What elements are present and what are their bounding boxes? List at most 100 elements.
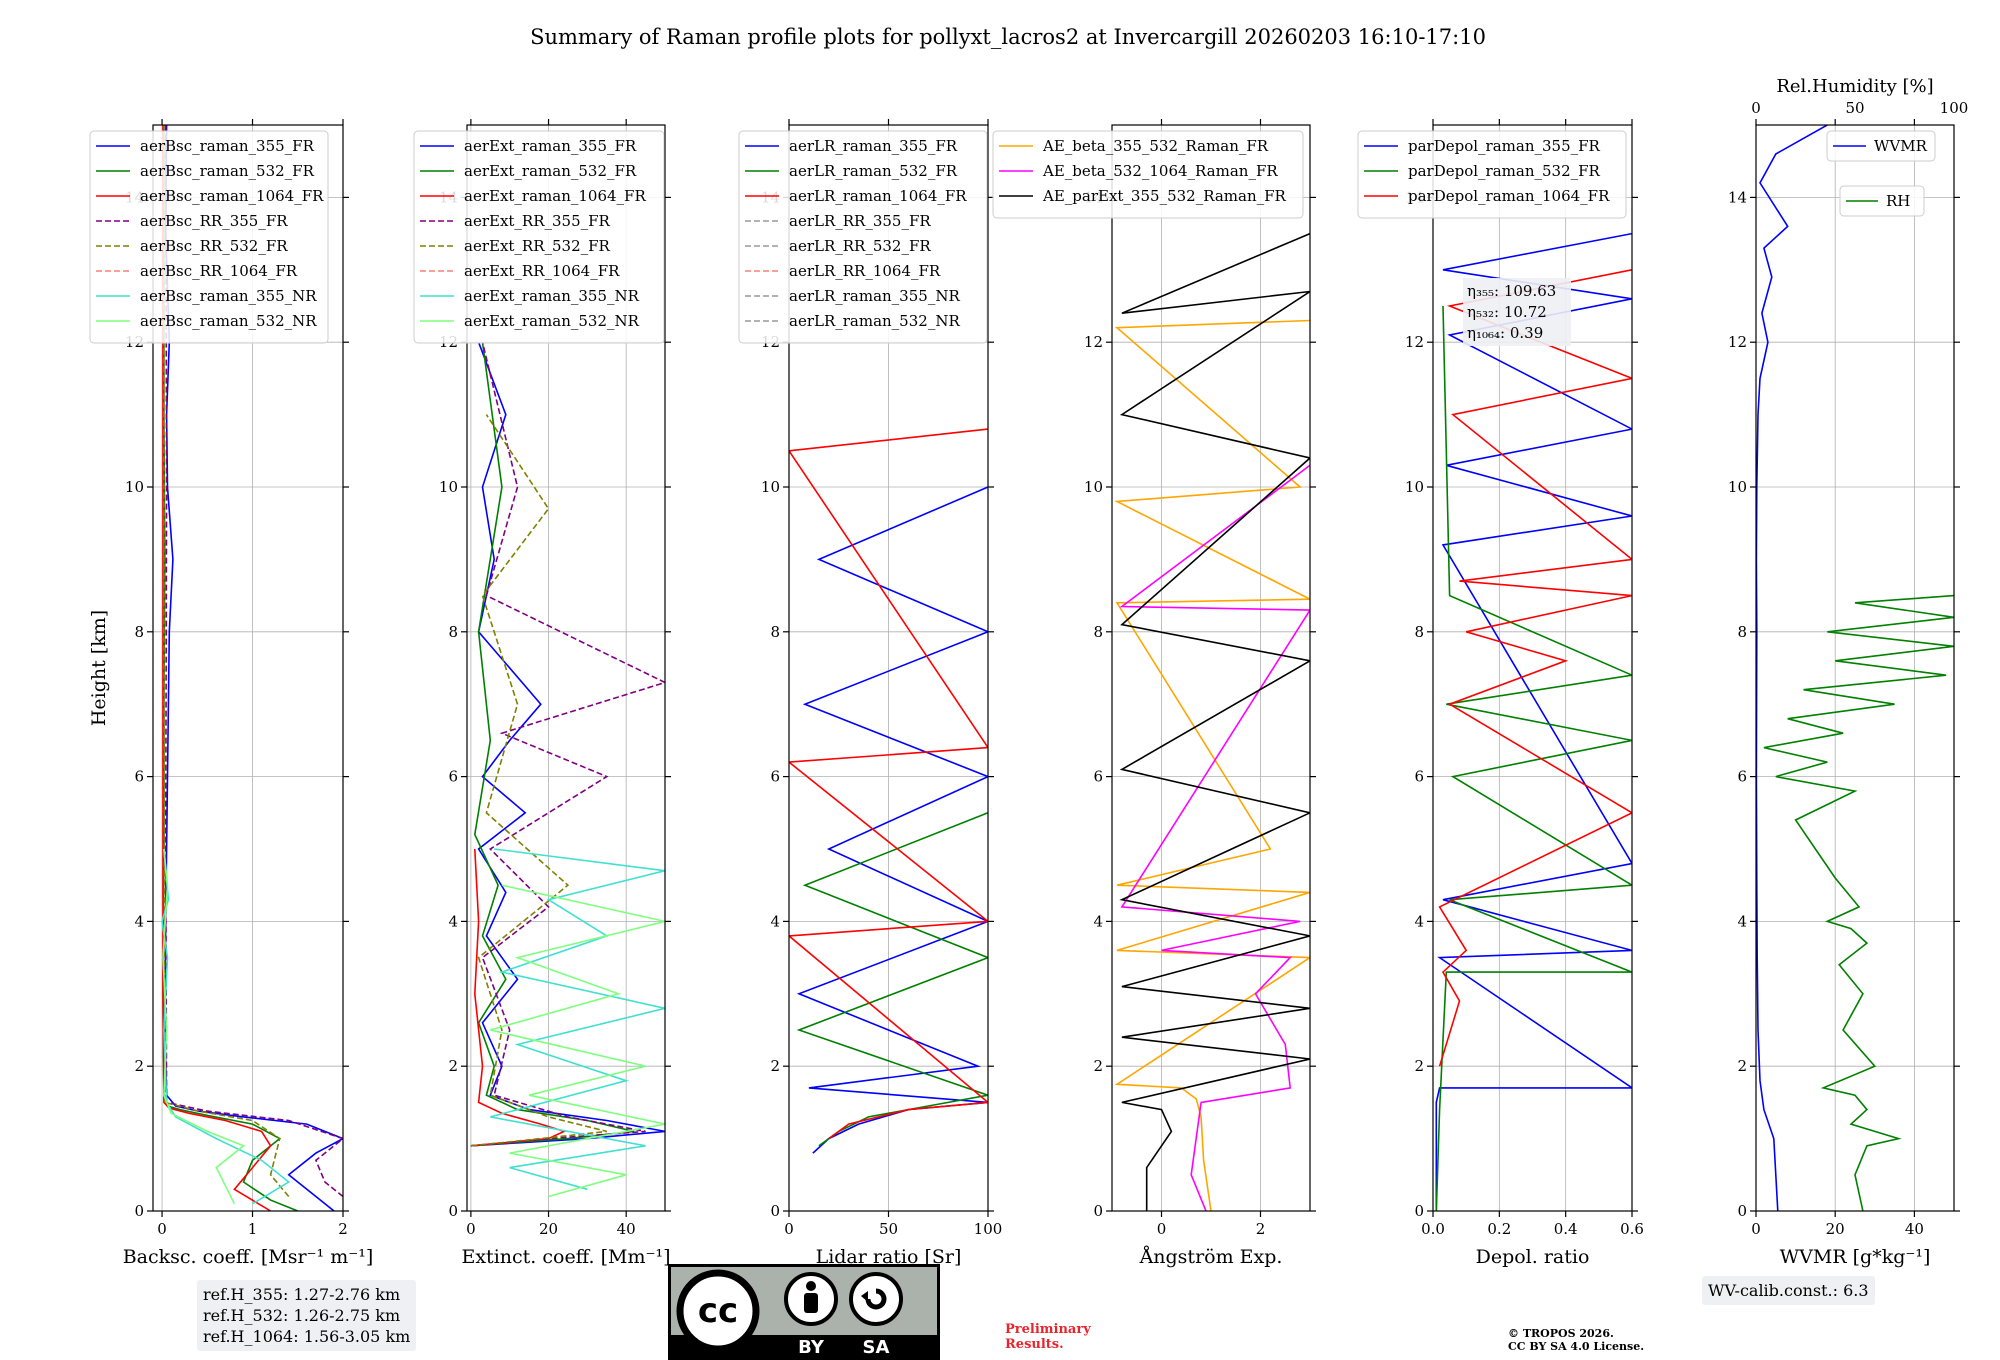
legend: aerBsc_raman_355_FR aerBsc_raman_532_FRae… [89, 130, 329, 344]
series-aerExt_RR_532_FR [470, 414, 607, 1147]
x-axis-label: Ångström Exp. [1139, 1246, 1283, 1268]
eta-annotations: η₃₅₅: 109.63 η₅₃₂: 10.72 η₁₀₆₄: 0.39 [1463, 278, 1571, 346]
legend-label: aerExt_raman_355_NR [464, 287, 640, 305]
annotation-text: η₁₀₆₄: 0.39 [1467, 324, 1543, 342]
legend-label: aerBsc_raman_532_NR [140, 312, 317, 330]
y-tick-label: 10 [439, 478, 458, 496]
y-tick-label: 6 [134, 768, 144, 786]
legend-label: aerExt_raman_532_FR [464, 162, 637, 180]
y-tick-label: 10 [1084, 478, 1103, 496]
x-tick-label: 40 [617, 1220, 636, 1238]
legend-label: aerExt_raman_532_NR [464, 312, 640, 330]
series-aerExt_raman_532_NR [490, 884, 665, 1198]
x-tick-label: 0 [157, 1220, 167, 1238]
panel-extinction: 0246810121402040Extinct. coeff. [Mm⁻¹]ae… [413, 119, 671, 1268]
y-tick-label: 8 [770, 623, 780, 641]
legend-label: aerLR_raman_532_FR [789, 162, 958, 180]
legend-box [413, 130, 665, 344]
by-label: BY [798, 1337, 825, 1358]
legend-label: aerBsc_raman_1064_FR [140, 187, 324, 205]
axes-frame [1755, 124, 1955, 1212]
y-tick-label: 14 [1728, 188, 1747, 206]
series-aerExt_raman_355_FR [470, 341, 665, 1147]
x-axis-label: Depol. ratio [1476, 1246, 1590, 1268]
legend-label: aerExt_raman_355_FR [464, 137, 637, 155]
annotation-text: η₃₅₅: 109.63 [1467, 282, 1556, 300]
series-parDepol_raman_355_FR [1435, 232, 1632, 1211]
legend-label: aerBsc_raman_355_FR [140, 137, 315, 155]
legend-label: aerExt_RR_1064_FR [464, 262, 620, 280]
series-group [1114, 232, 1310, 1211]
series-aerExt_raman_355_NR [490, 848, 665, 1191]
x-tick-label: 0 [784, 1220, 794, 1238]
copyright-line-2: CC BY SA 4.0 License. [1508, 1340, 1645, 1353]
y-tick-label: 6 [1093, 768, 1103, 786]
y-tick-label: 10 [761, 478, 780, 496]
y-tick-label: 2 [448, 1057, 458, 1075]
y-tick-label: 12 [1084, 333, 1103, 351]
legend: parDepol_raman_355_FR parDepol_raman_532_… [1357, 130, 1627, 219]
panel-water_vapor: 0 2 4 6 8 10 12 14 0 20 40 0 50 100 Rel.Humidity [%] WV… [1728, 76, 1968, 1268]
legend-label: aerBsc_RR_1064_FR [140, 262, 298, 280]
series-aerLR_raman_355_FR [796, 486, 988, 1154]
series-group [161, 125, 343, 1211]
y-tick-label: 4 [1414, 912, 1424, 930]
legend-label: parDepol_raman_355_FR [1408, 137, 1601, 155]
top-tick-label: 100 [1940, 99, 1969, 117]
axes-frame [1432, 124, 1633, 1212]
legend-label: WVMR [1874, 137, 1928, 155]
cc-license-badge: cc BY SA [668, 1264, 940, 1360]
x-axis-label: Backsc. coeff. [Msr⁻¹ m⁻¹] [123, 1246, 374, 1268]
figure-title: Summary of Raman profile plots for polly… [530, 25, 1486, 49]
y-tick-label: 0 [134, 1202, 144, 1220]
y-tick-label: 6 [448, 768, 458, 786]
series-RH [1763, 594, 1954, 1211]
y-tick-label: 2 [1093, 1057, 1103, 1075]
x-tick-label: 100 [974, 1220, 1003, 1238]
legend-box-wvmr [1826, 130, 1936, 162]
copyright-line-1: © TROPOS 2026. [1508, 1327, 1614, 1340]
panel-lidar_ratio: 02468101214050100Lidar ratio [Sr]aerLR_r… [738, 119, 1003, 1268]
y-tick-label: 0 [1414, 1202, 1424, 1220]
y-tick-label: 4 [770, 912, 780, 930]
top-axis-label: Rel.Humidity [%] [1776, 76, 1933, 97]
y-tick-label: 0 [448, 1202, 458, 1220]
y-tick-label: 6 [1414, 768, 1424, 786]
legend-label: aerLR_RR_1064_FR [789, 262, 941, 280]
legend-label: aerExt_RR_532_FR [464, 237, 611, 255]
wv-calibration-box: WV-calib.const.: 6.3 [1702, 1276, 1875, 1305]
legend-label: AE_parExt_355_532_Raman_FR [1042, 187, 1287, 205]
legend-label: aerExt_raman_1064_FR [464, 187, 646, 205]
y-tick-label: 8 [1093, 623, 1103, 641]
series-group [789, 428, 988, 1154]
cc-text: cc [698, 1291, 738, 1331]
y-tick-label: 10 [1728, 478, 1747, 496]
y-tick-label: 0 [1093, 1202, 1103, 1220]
legend: AE_beta_355_532_Raman_FR AE_beta_532_1064… [992, 130, 1304, 219]
y-tick-label: 6 [770, 768, 780, 786]
x-tick-label: 50 [879, 1220, 898, 1238]
x-tick-label: 0 [1157, 1220, 1167, 1238]
y-tick-label: 8 [1737, 623, 1747, 641]
series-group [470, 341, 665, 1198]
wv-calib-const: WV-calib.const.: 6.3 [1708, 1281, 1869, 1300]
x-tick-label: 0 [466, 1220, 476, 1238]
preliminary-line-2: Results. [1005, 1337, 1064, 1352]
series-aerBsc_raman_355_NR [161, 848, 291, 1205]
x-tick-label: 2 [338, 1220, 348, 1238]
y-tick-label: 8 [134, 623, 144, 641]
top-tick-label: 0 [1751, 99, 1761, 117]
top-tick-label: 50 [1845, 99, 1864, 117]
legend-label: aerLR_raman_1064_FR [789, 187, 967, 205]
legend-label: aerBsc_RR_532_FR [140, 237, 288, 255]
y-tick-label: 12 [1405, 333, 1424, 351]
x-tick-label: 0.6 [1620, 1220, 1644, 1238]
ref-h-355: ref.H_355: 1.27-2.76 km [203, 1285, 401, 1304]
copyright-note: © TROPOS 2026. CC BY SA 4.0 License. [1508, 1327, 1644, 1353]
y-tick-label: 4 [1737, 912, 1747, 930]
y-tick-label: 2 [1737, 1057, 1747, 1075]
y-tick-label: 12 [1728, 333, 1747, 351]
legend-label: aerExt_RR_355_FR [464, 212, 611, 230]
series-aerExt_RR_355_FR [470, 342, 665, 1147]
